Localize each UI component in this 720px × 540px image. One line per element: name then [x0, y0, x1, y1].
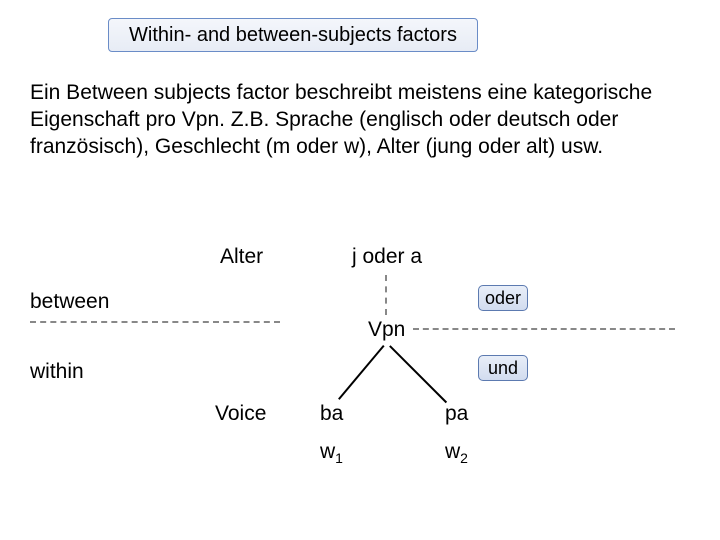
- ba-label: ba: [320, 402, 343, 426]
- alter-label: Alter: [220, 245, 263, 269]
- j-oder-a-label: j oder a: [352, 245, 422, 269]
- title-box: Within- and between-subjects factors: [108, 18, 478, 52]
- title-text: Within- and between-subjects factors: [129, 24, 457, 47]
- vertical-dashed-line: [385, 275, 387, 315]
- und-pill: und: [478, 355, 528, 381]
- w1-base: w: [320, 440, 335, 463]
- oder-pill: oder: [478, 285, 528, 311]
- vpn-label: Vpn: [368, 318, 405, 342]
- w2-sub: 2: [460, 450, 468, 466]
- within-label: within: [30, 360, 84, 384]
- w2-label: w2: [445, 440, 468, 466]
- between-label: between: [30, 290, 109, 314]
- w1-sub: 1: [335, 450, 343, 466]
- vpn-dashed-line: [413, 328, 675, 330]
- voice-label: Voice: [215, 402, 266, 426]
- body-paragraph: Ein Between subjects factor beschreibt m…: [30, 80, 670, 161]
- pa-label: pa: [445, 402, 468, 426]
- between-dashed-line: [30, 321, 280, 323]
- und-text: und: [488, 358, 518, 379]
- oder-text: oder: [485, 288, 521, 309]
- w2-base: w: [445, 440, 460, 463]
- tree-edge-right: [389, 345, 447, 403]
- tree-edge-left: [338, 345, 384, 400]
- w1-label: w1: [320, 440, 343, 466]
